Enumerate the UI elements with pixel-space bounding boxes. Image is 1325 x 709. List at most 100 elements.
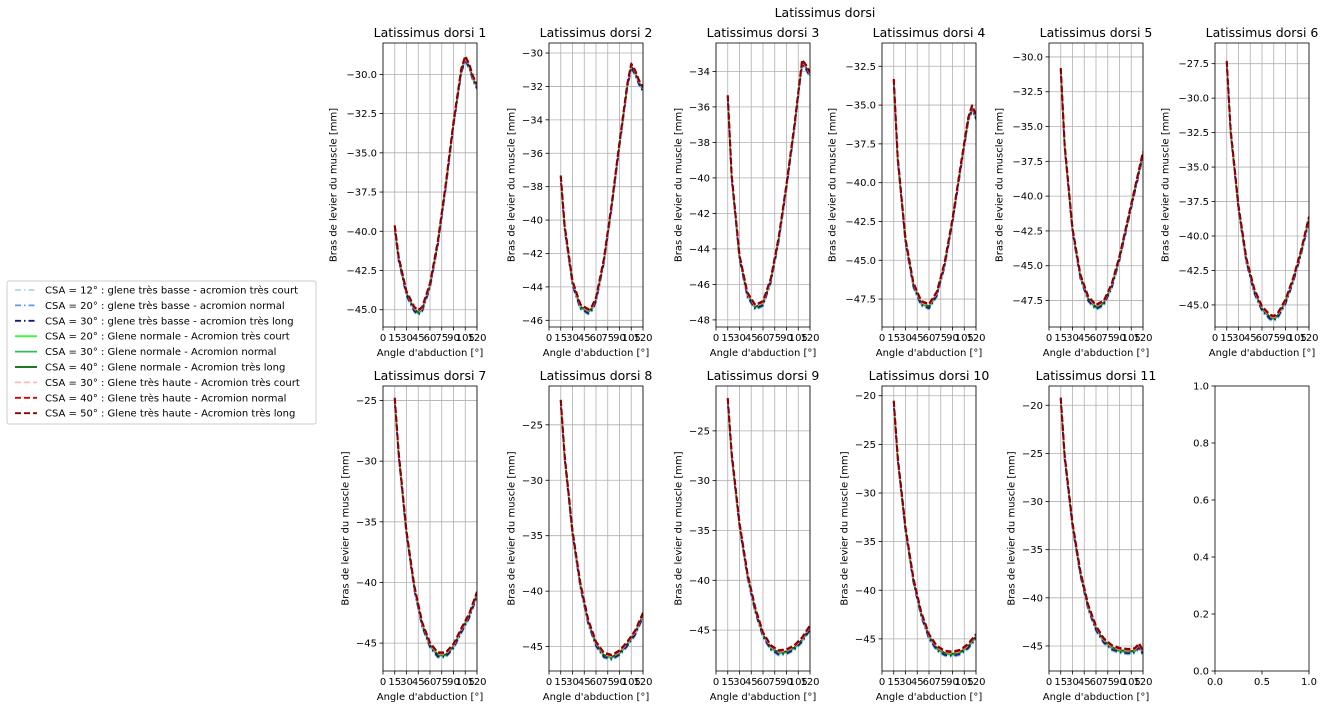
x-tick-label: 0.0 — [1207, 677, 1223, 688]
x-tick-label: 0 — [1046, 333, 1052, 344]
y-tick-label: −37.5 — [346, 188, 377, 199]
x-tick-label: 15 — [554, 333, 567, 344]
x-tick-label: 120 — [800, 677, 819, 688]
y-axis-label: Bras de levier du muscle [mm] — [674, 108, 685, 262]
x-tick-label: 120 — [966, 677, 985, 688]
x-tick-label: 60 — [1090, 333, 1103, 344]
y-tick-label: −37.5 — [845, 139, 876, 150]
x-tick-label: 105 — [955, 333, 974, 344]
x-tick-label: 15 — [887, 677, 900, 688]
y-tick-label: −30 — [1022, 497, 1043, 508]
y-tick-label: −40 — [1022, 593, 1043, 604]
legend-entry-label: CSA = 40° : Glene normale - Acromion trè… — [45, 362, 285, 374]
subplot-title: Latissimus dorsi 1 — [374, 25, 487, 40]
y-tick-label: −40 — [356, 578, 377, 589]
y-tick-label: −35 — [356, 517, 377, 528]
y-tick-label: −30 — [522, 49, 543, 60]
y-tick-label: −45.0 — [845, 256, 876, 267]
x-tick-label: 60 — [424, 333, 437, 344]
y-tick-label: 0.2 — [1193, 610, 1209, 621]
series-line — [892, 400, 976, 653]
subplot-title: Latissimus dorsi 7 — [374, 368, 487, 383]
y-axis-label: Bras de levier du muscle [mm] — [1007, 451, 1018, 605]
y-axis-label: Bras de levier du muscle [mm] — [329, 108, 340, 262]
y-tick-label: −45.0 — [346, 305, 377, 316]
x-tick-label: 60 — [923, 677, 936, 688]
y-tick-label: −32.5 — [346, 109, 377, 120]
x-tick-label: 30 — [899, 677, 912, 688]
subplot-title: Latissimus dorsi 2 — [540, 25, 653, 40]
series-line — [393, 57, 477, 313]
x-axis-label: Angle d'abduction [°] — [377, 692, 484, 703]
x-tick-label: 60 — [923, 333, 936, 344]
y-tick-label: 0.6 — [1193, 496, 1209, 507]
subplot-title: Latissimus dorsi 9 — [707, 368, 820, 383]
x-tick-label: 75 — [1267, 333, 1280, 344]
series-line — [1059, 68, 1143, 307]
x-axis-label: Angle d'abduction [°] — [710, 348, 817, 359]
x-tick-label: 15 — [554, 677, 567, 688]
series-line — [892, 81, 976, 307]
y-tick-label: 1.0 — [1193, 382, 1209, 393]
y-tick-label: −46 — [689, 280, 710, 291]
x-axis-label: Angle d'abduction [°] — [710, 692, 817, 703]
y-tick-label: −35.0 — [1178, 163, 1209, 174]
series-line — [559, 67, 643, 315]
x-tick-label: 45 — [1244, 333, 1257, 344]
x-tick-label: 15 — [721, 333, 734, 344]
series-line — [559, 62, 643, 311]
y-tick-label: 0.0 — [1193, 667, 1209, 678]
x-tick-label: 30 — [899, 333, 912, 344]
series-line — [1059, 69, 1143, 308]
x-axis-label: Angle d'abduction [°] — [543, 348, 650, 359]
x-tick-label: 45 — [1078, 333, 1091, 344]
series-line — [559, 64, 643, 313]
x-tick-label: 45 — [1078, 677, 1091, 688]
x-tick-label: 15 — [887, 333, 900, 344]
x-tick-label: 120 — [1133, 333, 1152, 344]
series-line — [559, 63, 643, 312]
series-line — [559, 399, 643, 656]
x-tick-label: 15 — [1220, 333, 1233, 344]
series-line — [1059, 401, 1143, 656]
subplot-title: Latissimus dorsi 3 — [707, 25, 820, 40]
x-tick-label: 90 — [613, 677, 626, 688]
y-tick-label: −42.5 — [845, 217, 876, 228]
x-axis-label: Angle d'abduction [°] — [543, 692, 650, 703]
y-tick-label: −45 — [689, 626, 710, 637]
figure-suptitle: Latissimus dorsi — [775, 5, 876, 20]
y-tick-label: −42.5 — [1178, 266, 1209, 277]
y-tick-label: −36 — [522, 149, 543, 160]
x-tick-label: 15 — [1054, 677, 1067, 688]
x-tick-label: 120 — [467, 333, 486, 344]
x-tick-label: 0 — [380, 333, 386, 344]
y-tick-label: −45 — [1022, 641, 1043, 652]
series-line — [1225, 60, 1309, 317]
legend-entry-label: CSA = 12° : glene très basse - acromion … — [45, 285, 298, 297]
series-line — [892, 78, 976, 305]
y-tick-label: −25 — [356, 396, 377, 407]
y-tick-label: −45 — [522, 642, 543, 653]
x-tick-label: 15 — [721, 677, 734, 688]
x-tick-label: 45 — [578, 677, 591, 688]
series-line — [1059, 70, 1143, 308]
y-tick-label: −35 — [855, 537, 876, 548]
x-tick-label: 30 — [566, 333, 579, 344]
x-tick-label: 120 — [467, 677, 486, 688]
y-tick-label: −40 — [522, 587, 543, 598]
series-line — [726, 398, 810, 652]
y-tick-label: −42 — [689, 209, 710, 220]
y-tick-label: −40 — [522, 216, 543, 227]
x-tick-label: 60 — [590, 333, 603, 344]
y-tick-label: 0.8 — [1193, 439, 1209, 450]
y-tick-label: −30.0 — [1178, 94, 1209, 105]
series-line — [1225, 64, 1309, 321]
x-axis-label: Angle d'abduction [°] — [1209, 348, 1316, 359]
